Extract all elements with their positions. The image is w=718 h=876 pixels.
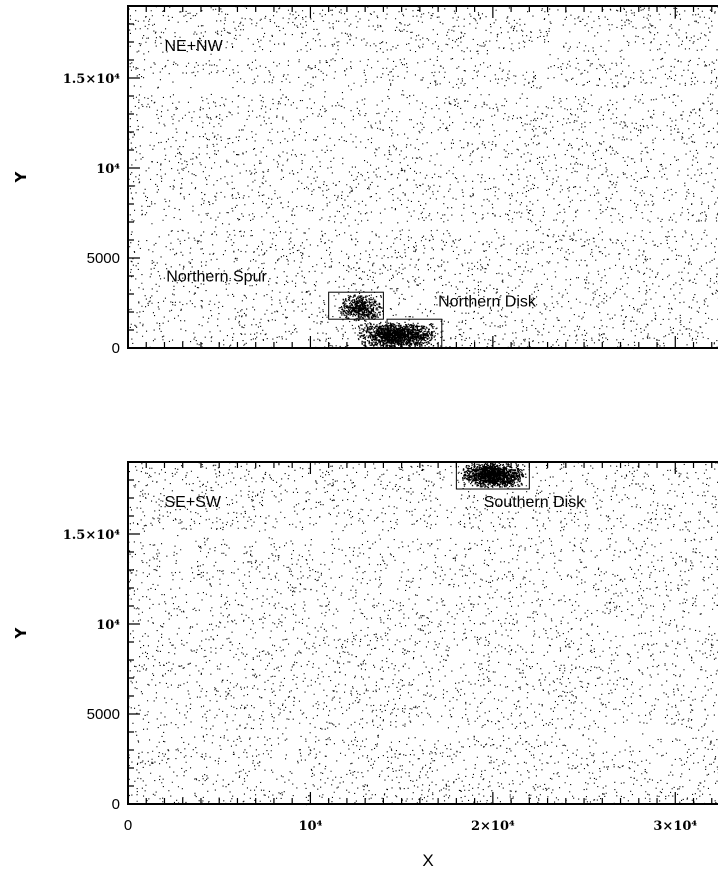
tick-marks [127, 5, 718, 349]
top-annotations: NE+NW Northern Spur Northern Disk [164, 38, 536, 311]
x-tick-label: 3×10⁴ [653, 819, 697, 834]
top-axis-ticks [127, 5, 718, 349]
bottom-x-tick-labels: 0 10⁴ 2×10⁴ 3×10⁴ [124, 817, 698, 834]
y-tick-label: 1.5×10⁴ [63, 528, 121, 543]
bottom-panel: 0 5000 10⁴ 1.5×10⁴ 0 10⁴ 2×10⁴ 3×10⁴ Y X SE+SW… [12, 461, 718, 870]
y-tick-label: 0 [112, 340, 120, 357]
y-tick-label: 0 [112, 796, 120, 813]
scatter-points [128, 462, 718, 806]
region-annotation: Southern Disk [484, 494, 585, 511]
top-scatter-points [128, 6, 718, 350]
bottom-y-tick-labels: 0 5000 10⁴ 1.5×10⁴ [63, 528, 121, 813]
y-tick-label: 1.5×10⁴ [63, 72, 121, 87]
top-panel: 0 5000 10⁴ 1.5×10⁴ Y NE+NW Northern Spur Nort… [12, 5, 718, 357]
bottom-y-axis-label: Y [12, 626, 30, 639]
region-annotation: Northern Spur [166, 268, 267, 285]
x-tick-label: 2×10⁴ [471, 819, 515, 834]
y-tick-label: 5000 [87, 250, 120, 267]
region-annotation: SE+SW [164, 494, 221, 511]
y-tick-label: 10⁴ [96, 618, 120, 633]
bottom-scatter-points [128, 462, 718, 806]
top-y-axis-label: Y [12, 170, 30, 183]
bottom-axis-ticks [127, 461, 718, 805]
region-annotation: NE+NW [164, 38, 223, 55]
scatter-points [128, 6, 718, 350]
y-tick-label: 10⁴ [96, 162, 120, 177]
bottom-annotations: SE+SW Southern Disk [164, 494, 585, 511]
y-tick-label: 5000 [87, 706, 120, 723]
top-plot-frame [127, 5, 718, 349]
bottom-x-axis-label: X [422, 851, 433, 870]
top-y-tick-labels: 0 5000 10⁴ 1.5×10⁴ [63, 72, 121, 357]
region-annotation: Northern Disk [438, 294, 537, 311]
bottom-plot-frame [127, 461, 718, 805]
x-tick-label: 0 [124, 817, 132, 834]
region-box [328, 291, 384, 320]
tick-marks [127, 461, 718, 805]
x-tick-label: 10⁴ [299, 819, 323, 834]
